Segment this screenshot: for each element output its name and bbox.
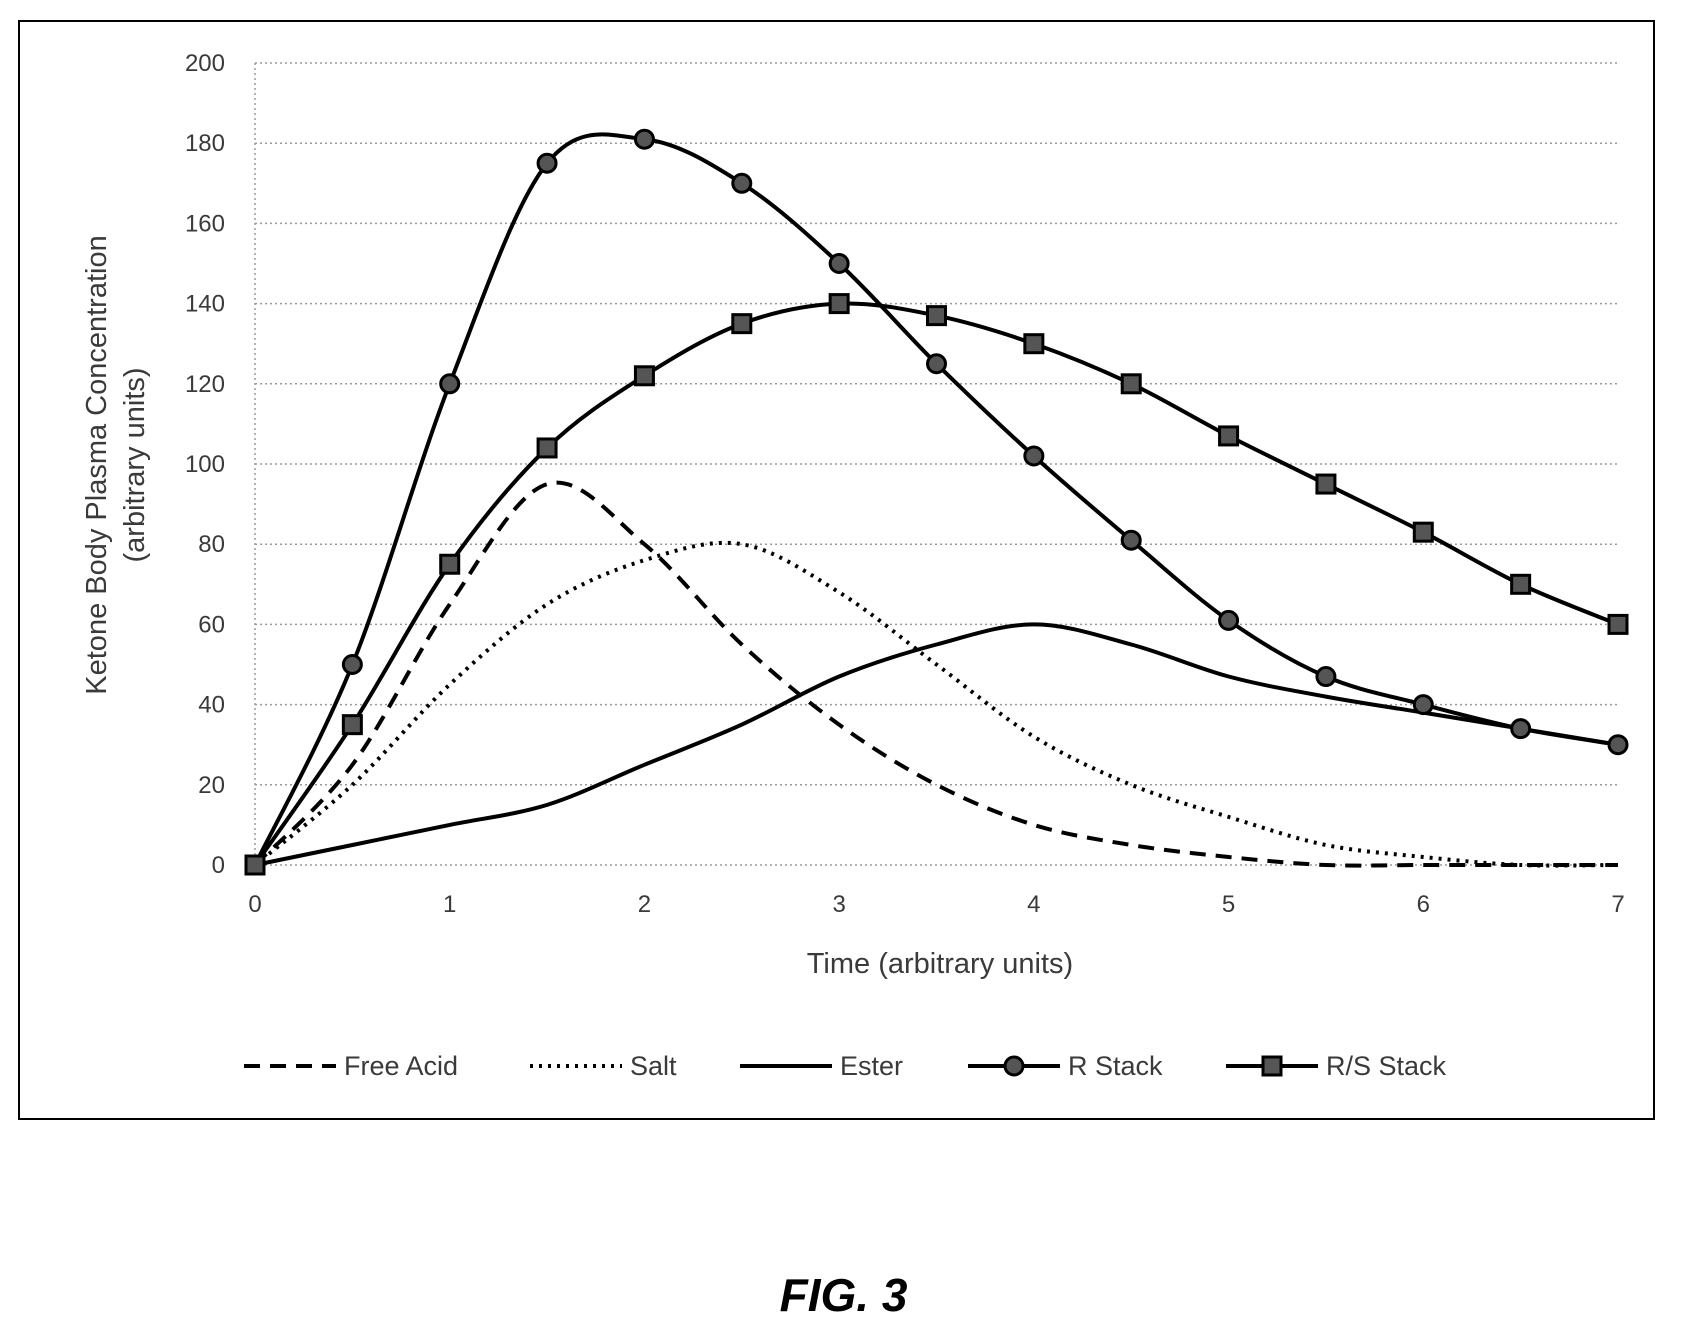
x-tick-label: 0 [248,891,261,918]
series-line-ester [254,622,1619,867]
figure-caption: FIG. 3 [779,1269,908,1321]
data-point-circle [1315,666,1337,688]
data-point-circle [926,353,947,375]
data-point-circle [1218,609,1240,631]
gridlines [254,62,1618,866]
data-point-square [244,854,266,876]
legend-label: R/S Stack [1326,1051,1447,1081]
legend-marker [1003,1055,1025,1077]
y-axis-title-line-1: Ketone Body Plasma Concentration [81,235,113,694]
y-axis-ticks: 0 20 40 60 80 100 120 140 160 180 200 [185,50,225,879]
y-tick-label: 140 [185,291,225,318]
chart-frame [18,20,1655,1120]
y-tick-label: 200 [185,50,225,77]
x-tick-label: 2 [638,891,651,918]
data-point-circle [341,654,363,675]
data-point-square [1218,425,1240,447]
data-point-square [633,365,655,387]
x-tick-label: 3 [832,891,845,918]
y-tick-label: 80 [198,531,225,558]
legend: Free Acid Salt Ester R Stack R/S Stack [244,1051,1447,1081]
data-point-square [828,293,850,315]
x-tick-label: 7 [1611,891,1624,918]
y-tick-label: 60 [198,611,225,638]
data-point-square [926,305,947,327]
x-axis-title: Time (arbitrary units) [807,948,1073,980]
series-line-r-stack [253,132,1619,866]
y-tick-label: 120 [185,371,225,398]
y-axis-title: Ketone Body Plasma Concentration (arbitr… [81,235,151,694]
legend-label: Free Acid [344,1051,458,1081]
x-tick-label: 5 [1222,891,1235,918]
data-point-circle [731,172,753,194]
legend-label: Ester [840,1051,903,1081]
data-point-square [1120,373,1142,395]
series-lines [253,132,1619,868]
y-tick-label: 20 [198,772,225,799]
data-point-square [1315,473,1337,495]
y-tick-label: 100 [185,451,225,478]
data-point-circle [633,128,655,150]
data-point-square [1510,573,1532,595]
x-tick-label: 6 [1417,891,1430,918]
data-point-circle [1023,445,1045,467]
data-point-square [1023,333,1045,355]
data-point-square [536,437,558,459]
data-point-circle [828,253,850,274]
data-point-circle [536,152,558,174]
y-tick-label: 160 [185,210,225,237]
data-point-square [439,553,461,575]
data-point-circle [1607,734,1629,756]
y-tick-label: 0 [212,852,225,879]
legend-label: R Stack [1068,1051,1163,1081]
x-tick-label: 1 [443,891,456,918]
data-point-circle [1412,694,1434,716]
legend-label: Salt [630,1051,677,1081]
data-point-circle [1510,718,1532,740]
series-markers [244,128,1629,876]
data-point-square [731,313,753,335]
data-point-circle [1120,529,1142,551]
x-tick-label: 4 [1027,891,1040,918]
data-point-square [1412,521,1434,543]
data-point-square [341,714,363,736]
series-line-free-acid [253,480,1618,868]
data-point-square [1607,613,1629,635]
legend-marker [1261,1055,1283,1077]
data-point-circle [439,373,461,395]
y-axis-title-line-2: (arbitrary units) [119,368,151,563]
series-line-salt [253,540,1619,868]
y-tick-label: 40 [198,692,225,719]
x-axis-ticks: 0 1 2 3 4 5 6 7 [248,891,1624,918]
y-tick-label: 180 [185,130,225,157]
